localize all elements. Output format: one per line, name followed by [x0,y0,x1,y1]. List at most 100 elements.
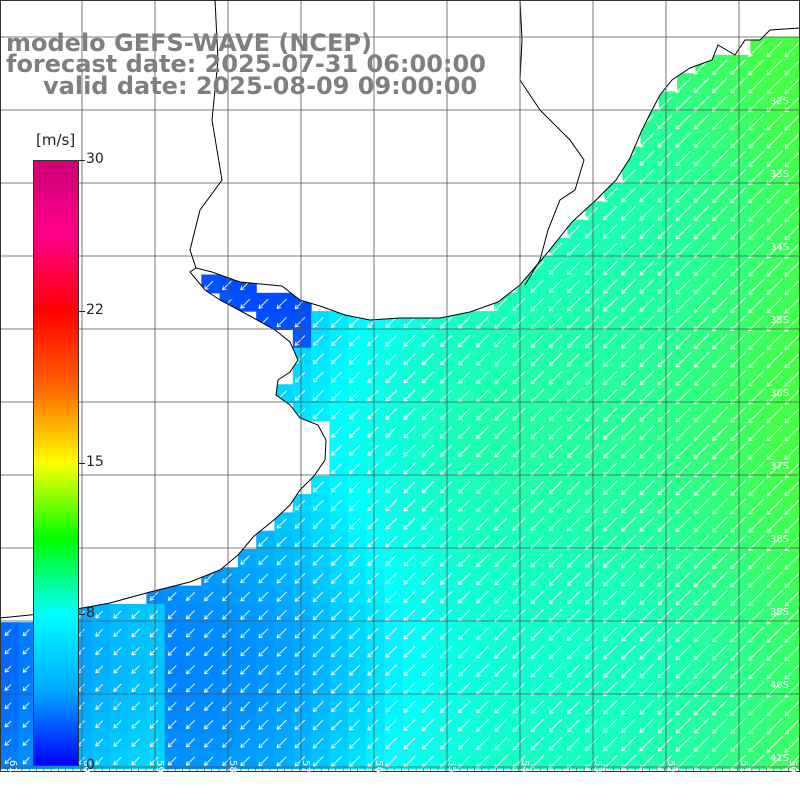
wind-arrow [675,77,691,94]
wind-arrow [294,609,306,621]
wind-arrow [675,644,691,661]
wind-arrow [693,718,710,734]
wind-arrow [240,664,251,675]
wind-arrow [584,425,600,440]
wind-arrow [748,516,765,533]
wind-arrow [294,591,306,603]
wind-arrow [385,463,398,475]
wind-cell [786,274,800,294]
wind-arrow [203,573,214,583]
wind-arrow [439,316,453,329]
wind-arrow [566,718,581,733]
wind-arrow [240,591,251,602]
wind-arrow [240,683,251,694]
wind-arrow [639,224,655,240]
wind-arrow [675,443,691,460]
longitude-label: 54W [519,760,530,783]
wind-arrow [294,628,306,639]
colorbar [33,160,79,766]
wind-arrow [639,736,655,752]
wind-arrow [639,590,655,606]
wind-arrow [385,609,398,622]
wind-arrow [711,406,728,423]
wind-arrow [185,683,196,693]
wind-arrow [276,646,287,657]
wind-arrow [312,353,324,365]
wind-arrow [748,95,765,112]
wind-arrow [675,626,691,643]
wind-arrow [421,719,434,732]
valid-date: valid date: 2025-08-09 09:00:00 [43,72,478,100]
wind-arrow [385,389,398,402]
wind-arrow [639,498,655,514]
wind-arrow [766,626,783,643]
wind-arrow [421,554,434,567]
wind-arrow [421,664,434,677]
wind-arrow [693,589,710,606]
wind-arrow [748,113,765,131]
wind-arrow [693,516,710,533]
wind-arrow [639,516,655,532]
wind-arrow [748,479,765,497]
wind-arrow [439,426,453,439]
wind-arrow [367,444,379,457]
wind-arrow [512,663,526,678]
wind-arrow [766,644,783,662]
wind-arrow [203,738,214,748]
wind-arrow [476,407,489,421]
wind-arrow [330,756,342,768]
wind-arrow [711,516,728,533]
wind-arrow [131,756,140,766]
wind-arrow [95,702,104,711]
wind-arrow [476,627,489,641]
wind-arrow [530,645,545,660]
wind-cell [786,73,800,93]
wind-arrow [711,480,728,496]
wind-arrow [312,481,324,493]
wind-arrow [693,480,710,496]
wind-arrow [784,645,800,662]
wind-arrow [312,627,324,639]
wind-arrow [512,297,526,312]
wind-arrow [784,718,800,735]
wind-arrow [530,499,545,513]
wind-arrow [730,132,747,149]
wind-arrow [548,663,563,678]
wind-arrow [657,205,673,221]
wind-arrow [457,352,471,366]
wind-arrow [439,700,453,714]
wind-arrow [22,720,30,728]
wind-arrow [693,187,710,203]
wind-arrow [312,499,324,511]
wind-arrow [367,700,379,713]
wind-arrow [530,627,545,641]
wind-arrow [711,443,728,460]
wind-arrow [566,553,581,568]
wind-arrow [403,627,416,640]
wind-arrow [185,665,196,675]
wind-arrow [4,738,12,746]
wind-arrow [385,481,398,494]
wind-arrow [294,554,306,566]
wind-arrow [675,242,691,258]
wind-arrow [330,554,342,566]
latitude-label: 32S [770,96,789,107]
wind-arrow [439,645,453,659]
wind-arrow [639,260,655,276]
wind-arrow [621,462,636,477]
wind-arrow [675,333,691,350]
wind-arrow [530,663,545,678]
wind-arrow [367,463,379,475]
wind-arrow [349,646,361,658]
wind-arrow [403,371,416,384]
wind-arrow [639,462,655,477]
wind-arrow [621,718,636,734]
wind-arrow [385,646,398,658]
wind-arrow [730,480,747,497]
wind-arrow [185,719,196,730]
wind-arrow [784,205,800,223]
wind-arrow [566,627,581,642]
wind-arrow [784,736,800,753]
wind-arrow [748,699,765,716]
wind-arrow [494,426,508,440]
